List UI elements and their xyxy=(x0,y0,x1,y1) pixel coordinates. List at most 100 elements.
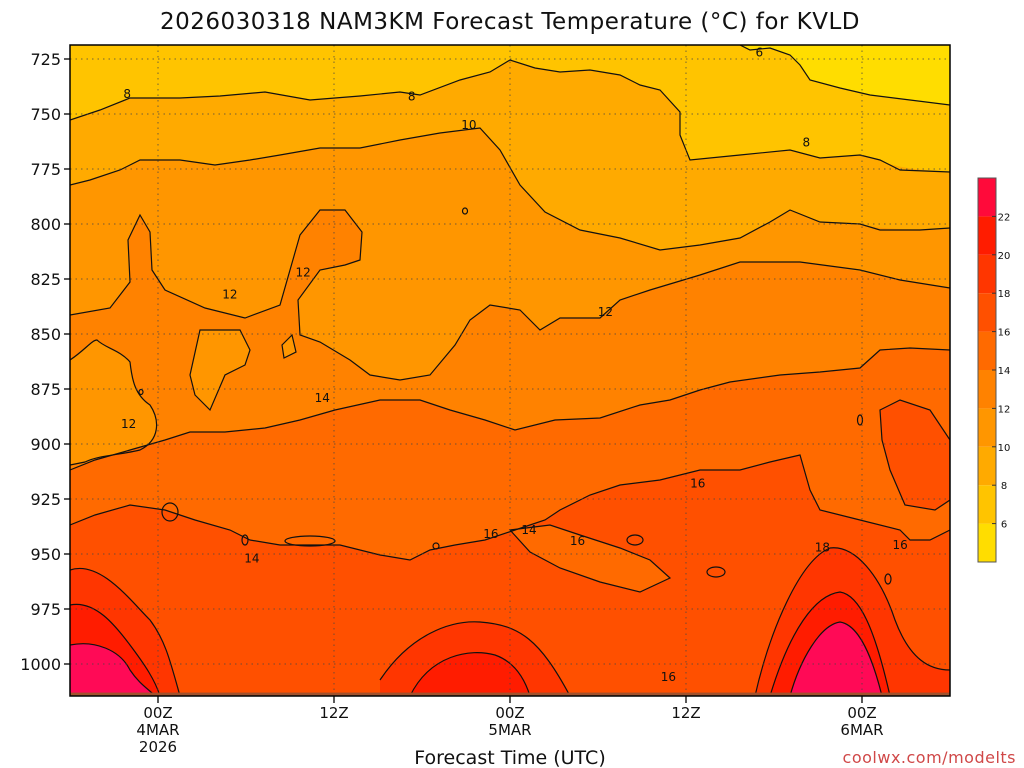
y-tick-label: 875 xyxy=(30,380,61,399)
contour-line-22-left xyxy=(70,643,156,696)
contour-blob xyxy=(161,502,179,522)
contour-line-16-right xyxy=(879,399,950,511)
colorbar-label: 10 xyxy=(998,443,1011,454)
contour-line-12-mid xyxy=(189,329,251,412)
contour-line-20-mid xyxy=(409,652,531,696)
band-10-12-left xyxy=(70,340,157,465)
contour-line-8 xyxy=(70,59,950,173)
plot-grid xyxy=(70,45,950,696)
chart-title: 2026030318 NAM3KM Forecast Temperature (… xyxy=(160,9,860,35)
contour-label: 14 xyxy=(244,551,259,565)
x-tick-label: 4MAR xyxy=(136,721,179,739)
contour-blob xyxy=(626,534,644,546)
contour-label: 12 xyxy=(222,287,237,301)
contour-line-12 xyxy=(70,209,950,381)
x-tick-label: 6MAR xyxy=(840,721,883,739)
band-16-18 xyxy=(70,455,950,696)
colorbar-swatch xyxy=(978,178,996,217)
colorbar-swatch xyxy=(978,370,996,409)
y-tick-label: 750 xyxy=(30,105,61,124)
contour-label: 16 xyxy=(690,477,705,491)
band-22-24-left xyxy=(70,643,155,696)
contour-label: 10 xyxy=(461,118,476,132)
y-tick-label: 900 xyxy=(30,435,61,454)
contour-label: 8 xyxy=(802,136,810,150)
x-axis-label: Forecast Time (UTC) xyxy=(414,747,605,768)
x-tick-label: 00Z xyxy=(143,704,172,722)
colorbar-swatch xyxy=(978,523,996,562)
y-tick-label: 775 xyxy=(30,160,61,179)
contour-blob xyxy=(884,573,892,585)
credit-text: coolwx.com/modelts xyxy=(843,748,1016,767)
band-16-18-right xyxy=(880,400,950,510)
colorbar-swatch xyxy=(978,446,996,486)
colorbar-swatch xyxy=(978,254,996,294)
contour-line-18-right xyxy=(754,547,950,696)
band-4-6 xyxy=(740,45,950,105)
x-tick-label: 00Z xyxy=(495,704,524,722)
band-10-12-mid xyxy=(190,330,250,410)
contour-line-12-dot xyxy=(281,333,297,359)
band-6-8 xyxy=(70,45,950,172)
contour-line-16 xyxy=(70,454,950,561)
contour-blob xyxy=(432,542,440,550)
colorbar-swatch xyxy=(978,408,996,447)
band-14-16-gap xyxy=(510,525,670,592)
contour-label: 12 xyxy=(598,305,613,319)
colorbar-label: 16 xyxy=(998,328,1011,339)
contour-label: 16 xyxy=(570,534,585,548)
band-22-24-right xyxy=(790,622,882,696)
contour-lines xyxy=(70,45,950,696)
contour-label: 18 xyxy=(815,540,830,554)
colorbar-swatch xyxy=(978,331,996,370)
contour-line-18-mid xyxy=(379,621,571,696)
y-tick-label: 1000 xyxy=(20,655,61,674)
y-tick-label: 725 xyxy=(30,50,61,69)
colorbar-label: 14 xyxy=(998,366,1011,377)
contour-label: 6 xyxy=(756,45,764,59)
y-tick-label: 950 xyxy=(30,545,61,564)
band-20-22-mid xyxy=(410,652,530,696)
colorbar-label: 18 xyxy=(998,289,1011,300)
contour-label: 12 xyxy=(121,417,136,431)
x-tick-label: 2026 xyxy=(139,738,177,756)
contour-label: 8 xyxy=(123,87,131,101)
colorbar-swatch xyxy=(978,216,996,255)
band-10-12-dot xyxy=(282,335,296,358)
y-tick-label: 975 xyxy=(30,600,61,619)
x-tick-label: 00Z xyxy=(847,704,876,722)
contour-label: 8 xyxy=(408,89,416,103)
contour-line-18-left xyxy=(70,567,181,696)
colorbar-label: 6 xyxy=(1001,520,1007,531)
colorbar-label: 12 xyxy=(998,404,1011,415)
contour-label: 14 xyxy=(315,391,330,405)
surface-ground xyxy=(70,692,950,696)
y-tick-label: 850 xyxy=(30,325,61,344)
contour-line-14 xyxy=(70,347,950,471)
contour-label: 14 xyxy=(521,523,536,537)
contour-line-20-right xyxy=(769,591,891,696)
contour-label: 12 xyxy=(296,265,311,279)
colorbar: 6 8 10 12 14 16 18 20 22 xyxy=(977,177,1011,563)
y-tick-label: 800 xyxy=(30,215,61,234)
colorbar-swatch xyxy=(978,293,996,332)
x-tick-label: 12Z xyxy=(319,704,348,722)
contour-blob xyxy=(461,207,469,215)
colorbar-swatch xyxy=(978,485,996,524)
y-tick-label: 925 xyxy=(30,490,61,509)
x-tick-label: 5MAR xyxy=(488,721,531,739)
contour-line-20-left xyxy=(70,603,161,696)
contour-blob xyxy=(284,535,336,547)
ground-fill xyxy=(70,692,950,696)
contour-label: 16 xyxy=(661,670,676,684)
contour-label: 16 xyxy=(892,538,907,552)
colorbar-label: 8 xyxy=(1001,481,1007,492)
contour-blob xyxy=(706,566,726,578)
colorbar-label: 22 xyxy=(998,212,1011,223)
contour-line-6 xyxy=(739,45,950,106)
x-tick-label: 12Z xyxy=(671,704,700,722)
contour-blob xyxy=(241,534,249,546)
y-tick-label: 825 xyxy=(30,270,61,289)
